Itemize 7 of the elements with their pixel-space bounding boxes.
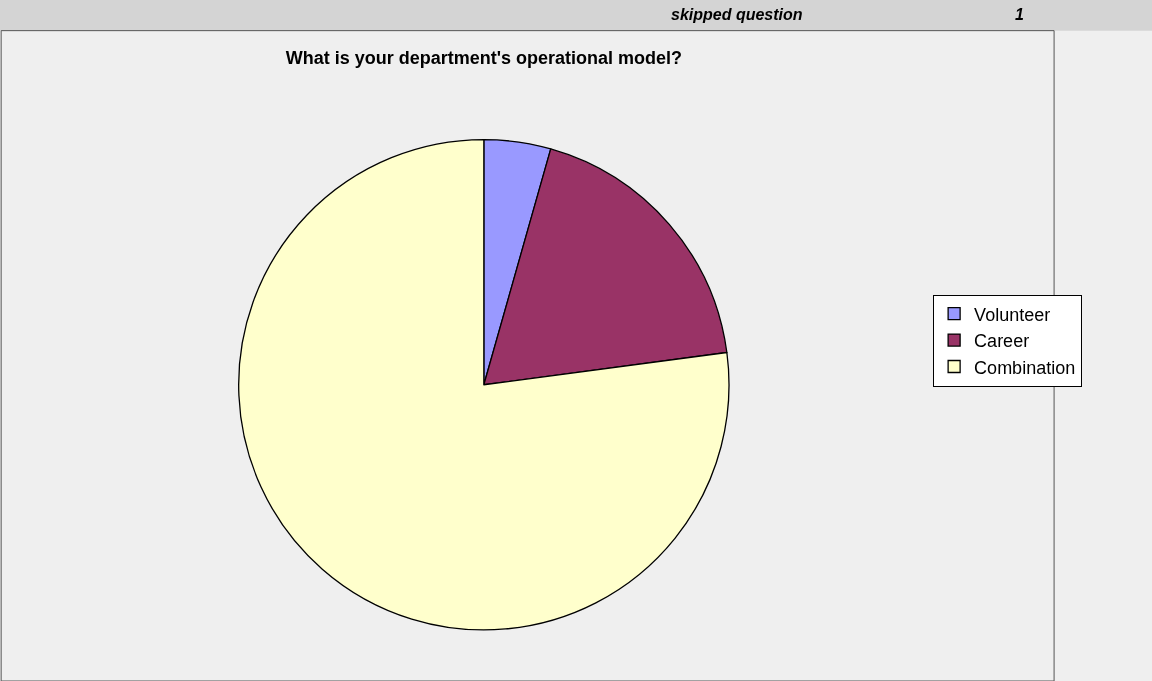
legend-label: Volunteer (974, 304, 1051, 325)
text: skipped question (671, 6, 803, 23)
chart-title: What is your department's operational model? (285, 48, 683, 69)
text: 1 (1015, 6, 1024, 23)
legend-label: Career (974, 331, 1030, 352)
pie-slice (238, 138, 730, 631)
legend-label: Combination (974, 357, 1076, 378)
